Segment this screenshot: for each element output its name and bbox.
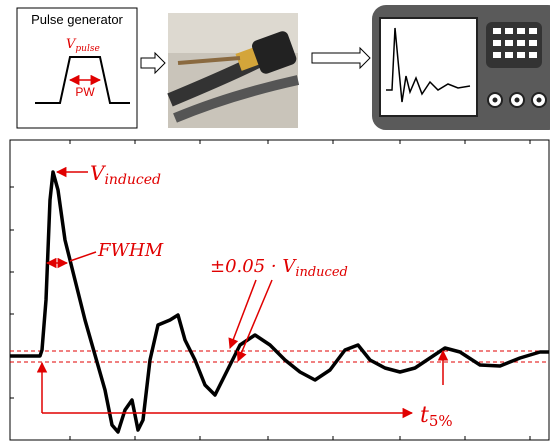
annotation-line bbox=[69, 251, 97, 262]
annotation-arrow bbox=[236, 279, 273, 362]
oscilloscope bbox=[372, 5, 550, 130]
settle-label: t5% bbox=[420, 403, 453, 430]
pw-label: PW bbox=[75, 85, 95, 99]
box bbox=[16, 7, 138, 129]
pulse-shape bbox=[35, 56, 130, 104]
band-label: ±0.05 · Vinduced bbox=[210, 256, 348, 280]
waveform-plot: Vinduced FWHM ±0.05 · Vinduced t5% bbox=[9, 139, 550, 441]
photo bbox=[167, 13, 300, 128]
arrow bbox=[311, 46, 371, 70]
annotation-arrow bbox=[228, 279, 257, 349]
title: Pulse generator bbox=[31, 12, 123, 27]
fwhm-label: FWHM bbox=[97, 240, 164, 261]
waveform bbox=[10, 170, 549, 434]
arrow bbox=[140, 51, 166, 75]
peak-label: Vinduced bbox=[90, 161, 161, 188]
amplitude-label: Vpulse bbox=[66, 37, 100, 54]
plot-frame bbox=[9, 139, 550, 441]
pulse-generator: Pulse generator Vpulse PW bbox=[16, 7, 138, 129]
